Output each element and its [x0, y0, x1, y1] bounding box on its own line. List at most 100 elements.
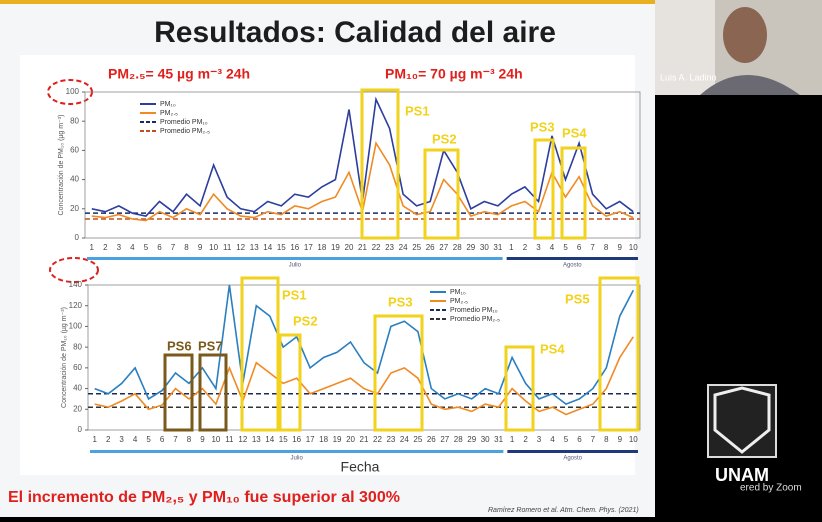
y-tick-label: 0	[78, 425, 83, 434]
x-tick-label: 10	[211, 435, 220, 444]
x-tick-label: 3	[117, 243, 122, 252]
legend-label: PM₂.₅	[160, 110, 178, 117]
legend-label: Promedio PM₂.₅	[450, 316, 500, 323]
x-tick-label: 8	[604, 243, 609, 252]
x-tick-label: 28	[453, 243, 462, 252]
y-tick-label: 20	[73, 404, 82, 413]
y-axis-label: Concentración de PM₁₀ (µg m⁻³)	[61, 307, 68, 408]
y-tick-label: 80	[73, 342, 82, 351]
x-tick-label: 18	[317, 243, 326, 252]
x-tick-label: 29	[467, 435, 476, 444]
month-bar	[507, 257, 638, 260]
month-bar	[507, 450, 638, 453]
x-tick-label: 6	[157, 243, 162, 252]
legend-label: PM₁₀	[160, 101, 176, 108]
x-tick-label: 30	[480, 243, 489, 252]
y-tick-label: 120	[69, 301, 83, 310]
slide-top-bar	[0, 0, 655, 4]
month-label: Agosto	[563, 456, 582, 462]
legend-label: Promedio PM₂.₅	[160, 128, 210, 135]
x-tick-label: 25	[412, 243, 421, 252]
x-tick-label: 11	[225, 435, 234, 444]
x-tick-label: 7	[591, 435, 596, 444]
y-tick-label: 140	[69, 280, 83, 289]
month-label: Julio	[289, 263, 302, 269]
x-tick-label: 23	[386, 435, 395, 444]
x-tick-label: 25	[413, 435, 422, 444]
x-tick-label: 21	[358, 243, 367, 252]
x-tick-label: 10	[209, 243, 218, 252]
x-tick-label: 9	[617, 243, 622, 252]
highlight-label: PS4	[540, 341, 565, 356]
legend-label: PM₂.₅	[450, 298, 468, 305]
x-tick-label: 9	[198, 243, 203, 252]
x-tick-label: 12	[236, 243, 245, 252]
x-tick-label: 26	[427, 435, 436, 444]
x-tick-label: 30	[481, 435, 490, 444]
x-tick-label: 7	[171, 243, 176, 252]
y-tick-label: 20	[70, 204, 79, 213]
x-tick-label: 24	[399, 243, 408, 252]
unam-logo	[708, 385, 776, 457]
x-tick-label: 15	[277, 243, 286, 252]
highlight-label: PS5	[565, 291, 590, 306]
x-tick-label: 10	[629, 243, 638, 252]
x-tick-label: 4	[550, 435, 555, 444]
highlight-label: PS2	[293, 313, 318, 328]
x-tick-label: 11	[223, 243, 232, 252]
y-axis-label: Concentración de PM₁₀ (µg m⁻³)	[58, 115, 65, 216]
x-tick-label: 10	[629, 435, 638, 444]
x-tick-label: 3	[536, 243, 541, 252]
participant-name: Luis A. Ladino	[660, 72, 717, 82]
x-tick-label: 7	[173, 435, 178, 444]
x-tick-label: 19	[333, 435, 342, 444]
x-tick-label: 19	[331, 243, 340, 252]
x-tick-label: 1	[90, 243, 95, 252]
highlight-label: PS1	[405, 103, 430, 118]
slide-title: Resultados: Calidad del aire	[154, 16, 556, 49]
x-tick-label: 3	[537, 435, 542, 444]
x-tick-label: 3	[119, 435, 124, 444]
x-tick-label: 26	[426, 243, 435, 252]
y-tick-label: 0	[75, 233, 80, 242]
x-tick-label: 8	[184, 243, 189, 252]
zoom-powered: ered by Zoom	[740, 483, 802, 494]
x-tick-label: 16	[292, 435, 301, 444]
x-tick-label: 2	[103, 243, 108, 252]
conclusion: El incremento de PM₂,₅ y PM₁₀ fue superi…	[8, 489, 400, 506]
x-tick-label: 2	[523, 243, 528, 252]
legend-label: Promedio PM₁₀	[450, 307, 498, 314]
page: {"slide": {"title": "Resultados: Calidad…	[0, 0, 822, 517]
x-tick-label: 7	[590, 243, 595, 252]
x-tick-label: 15	[279, 435, 288, 444]
highlight-label: PS2	[432, 131, 457, 146]
legend-label: Promedio PM₁₀	[160, 119, 208, 126]
screen: Resultados: Calidad del aire PM₂.₅= 45 µ…	[0, 0, 822, 517]
y-tick-label: 80	[70, 116, 79, 125]
limit-pm25: PM₂.₅= 45 µg m⁻³ 24h	[108, 66, 250, 82]
x-axis-label: Fecha	[341, 459, 380, 475]
x-tick-label: 14	[263, 243, 272, 252]
y-tick-label: 40	[70, 175, 79, 184]
citation: Ramírez Romero et al. Atm. Chem. Phys. (…	[488, 507, 639, 514]
x-tick-label: 27	[440, 435, 449, 444]
x-tick-label: 31	[494, 435, 503, 444]
highlight-label: PS6	[167, 338, 192, 353]
x-tick-label: 24	[400, 435, 409, 444]
x-tick-label: 4	[550, 243, 555, 252]
x-tick-label: 22	[373, 435, 382, 444]
x-tick-label: 16	[290, 243, 299, 252]
y-tick-label: 60	[70, 146, 79, 155]
highlight-label: PS1	[282, 287, 307, 302]
limit-pm10: PM₁₀= 70 µg m⁻³ 24h	[385, 66, 523, 82]
x-tick-label: 28	[454, 435, 463, 444]
y-tick-label: 100	[69, 322, 83, 331]
x-tick-label: 9	[618, 435, 623, 444]
month-bar	[90, 450, 503, 453]
highlight-label: PS3	[530, 119, 555, 134]
x-tick-label: 20	[345, 243, 354, 252]
highlight-label: PS3	[388, 294, 413, 309]
highlight-label: PS7	[198, 338, 223, 353]
x-tick-label: 9	[200, 435, 205, 444]
x-tick-label: 4	[133, 435, 138, 444]
